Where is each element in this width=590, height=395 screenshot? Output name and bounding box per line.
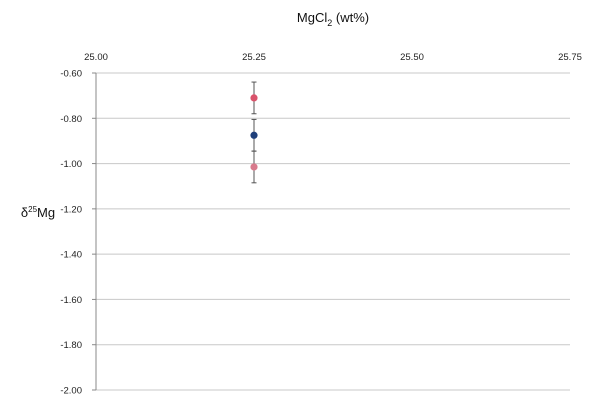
x-tick-label: 25.00 (84, 52, 108, 63)
x-axis-title-base: MgCl (297, 10, 327, 25)
y-tick-label: -1.00 (60, 159, 82, 170)
y-axis-title: δ25Mg (21, 205, 55, 220)
data-point (250, 163, 258, 171)
y-tick-label: -0.60 (60, 69, 82, 80)
y-axis-title-prefix: δ (21, 205, 28, 220)
y-tick-label: -1.80 (60, 340, 82, 351)
data-points (250, 81, 258, 184)
x-tick-label: 25.25 (242, 52, 266, 63)
x-axis-title-unit: (wt%) (332, 10, 369, 25)
data-point (250, 94, 258, 102)
y-axis-title-superscript: 25 (28, 205, 37, 214)
y-tick-label: -1.40 (60, 250, 82, 261)
x-tick-labels: 25.00 25.25 25.50 25.75 (84, 52, 582, 63)
y-axis-title-base: Mg (37, 205, 55, 220)
y-tick-label: -0.80 (60, 114, 82, 125)
x-axis-title: MgCl2 (wt%) (297, 10, 369, 28)
data-point (250, 131, 258, 139)
y-tick-label: -1.60 (60, 295, 82, 306)
y-tick-labels: -0.60 -0.80 -1.00 -1.20 -1.40 -1.60 -1.80 -2.00 (60, 69, 82, 395)
x-axis-title-subscript: 2 (327, 18, 332, 28)
x-tick-label: 25.50 (400, 52, 424, 63)
x-tick-label: 25.75 (558, 52, 582, 63)
gridlines (92, 72, 570, 391)
y-tick-label: -1.20 (60, 204, 82, 215)
y-tick-label: -2.00 (60, 386, 82, 395)
